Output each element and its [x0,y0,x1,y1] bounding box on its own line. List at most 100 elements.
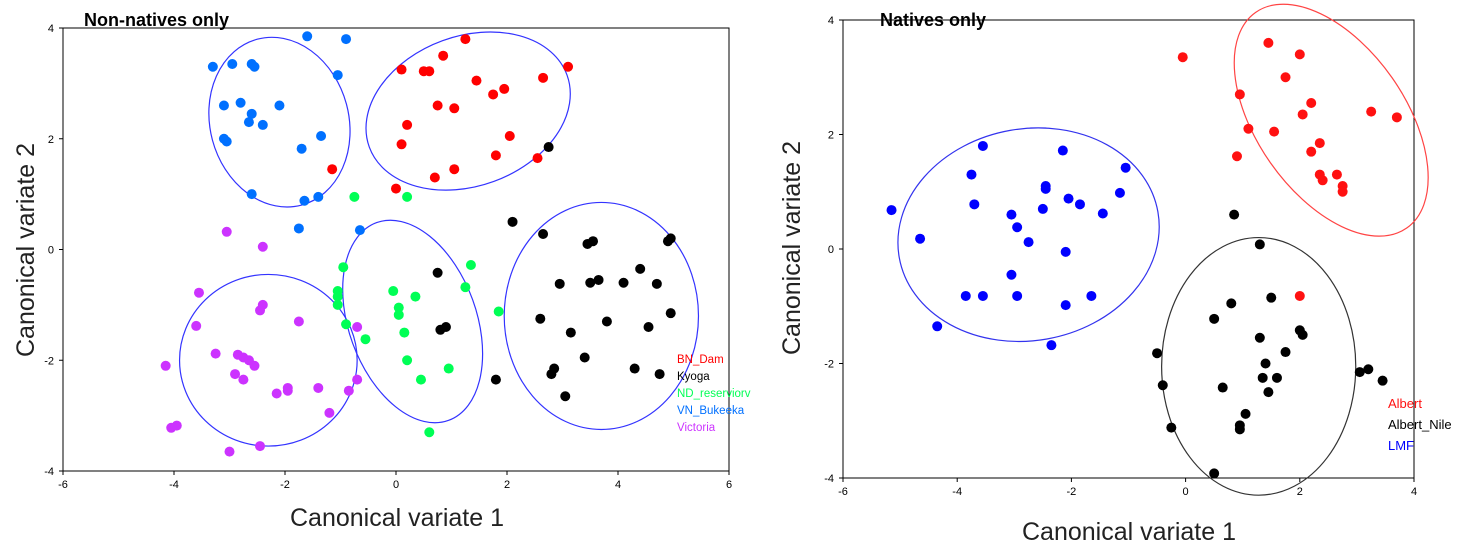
point-bn-dam [396,64,407,75]
x-tick-label: -6 [58,479,68,491]
point-lmf [1086,290,1097,301]
non-natives-panel: Non-natives only -6 -4 -2 0 2 4 6 4 2 0 -2 -4 BN_Da… [12,10,751,532]
point-kyoga [560,391,571,402]
point-kyoga [543,142,554,153]
point-kyoga [618,277,629,288]
point-victoria [193,287,204,298]
point-lmf [1040,183,1051,194]
point-victoria [271,388,282,399]
point-kyoga [665,308,676,319]
point-vn-bukeeka [313,191,324,202]
point-victoria [324,407,335,418]
point-bn-dam [471,75,482,86]
point-vn-bukeeka [257,119,268,130]
point-lmf [1037,203,1048,214]
point-kyoga [535,313,546,324]
point-victoria [343,385,354,396]
y-tick-label: -2 [824,359,834,371]
point-vn-bukeeka [246,108,257,119]
legend-entry-albert-nile: Albert_Nile [1388,417,1452,432]
point-vn-bukeeka [227,58,238,69]
point-kyoga [579,352,590,363]
ellipse-kyoga [503,201,700,431]
ellipse-albert-nile [1161,236,1357,496]
point-vn-bukeeka [246,189,257,200]
y-tick-label: -4 [44,466,54,478]
point-kyoga [585,277,596,288]
point-nd-reserviorv [410,291,421,302]
axis-ticks: -6 -4 -2 0 2 4 4 2 0 -2 -4 [824,15,1417,498]
point-albert-nile [1226,298,1237,309]
point-lmf [969,199,980,210]
point-bn-dam [490,150,501,161]
legend-entry-victoria: Victoria [677,422,716,434]
point-lmf [960,290,971,301]
y-tick-label: 2 [828,130,834,142]
point-victoria [313,382,324,393]
point-albert-nile [1263,387,1274,398]
point-vn-bukeeka [243,117,254,128]
point-albert-nile [1354,367,1365,378]
point-albert-nile [1234,424,1245,435]
point-vn-bukeeka [293,223,304,234]
point-kyoga [593,274,604,285]
point-lmf [1057,145,1068,156]
point-nd-reserviorv [393,309,404,320]
point-nd-reserviorv [341,319,352,330]
point-albert-nile [1217,382,1228,393]
point-vn-bukeeka [249,61,260,72]
x-tick-label: 2 [504,479,510,491]
point-bn-dam [429,172,440,183]
point-albert [1294,290,1305,301]
point-lmf [977,290,988,301]
point-albert-nile [1229,209,1240,220]
point-nd-reserviorv [424,427,435,438]
group-ellipses [897,3,1429,496]
point-kyoga [665,233,676,244]
panel-title: Non-natives only [84,10,229,30]
legend: BN_Dam Kyoga ND_reserviorv VN_Bukeeka Victor… [677,354,751,434]
point-nd-reserviorv [402,355,413,366]
x-tick-label: -4 [952,486,962,498]
point-albert [1177,52,1188,63]
point-albert [1297,109,1308,120]
point-albert-nile [1254,239,1265,250]
point-victoria [210,348,221,359]
y-axis-title: Canonical variate 2 [12,143,40,357]
x-tick-label: 4 [615,479,621,491]
point-lmf [1097,208,1108,219]
point-lmf [966,169,977,180]
point-vn-bukeeka [207,61,218,72]
y-tick-label: 2 [48,134,54,146]
point-lmf [1012,290,1023,301]
point-nd-reserviorv [460,282,471,293]
point-victoria [255,441,266,452]
point-albert-nile [1363,364,1374,375]
point-victoria [230,369,241,380]
ellipse-bn-dam [365,31,571,191]
point-albert [1234,89,1245,100]
point-kyoga [651,278,662,289]
point-vn-bukeeka [221,136,232,147]
point-albert [1337,186,1348,197]
point-bn-dam [449,103,460,114]
point-vn-bukeeka [299,195,310,206]
point-kyoga [546,369,557,380]
point-lmf [977,140,988,151]
point-albert [1263,37,1274,48]
point-kyoga [554,278,565,289]
ellipse-albert [1233,3,1429,237]
point-nd-reserviorv [360,334,371,345]
point-victoria [191,320,202,331]
point-victoria [255,305,266,316]
point-nd-reserviorv [338,262,349,273]
point-albert-nile [1152,348,1163,359]
point-victoria [171,420,182,431]
point-albert [1269,126,1280,137]
point-victoria [352,322,363,333]
point-albert [1366,106,1377,117]
point-bn-dam [460,34,471,45]
point-kyoga [635,263,646,274]
point-victoria [160,360,171,371]
